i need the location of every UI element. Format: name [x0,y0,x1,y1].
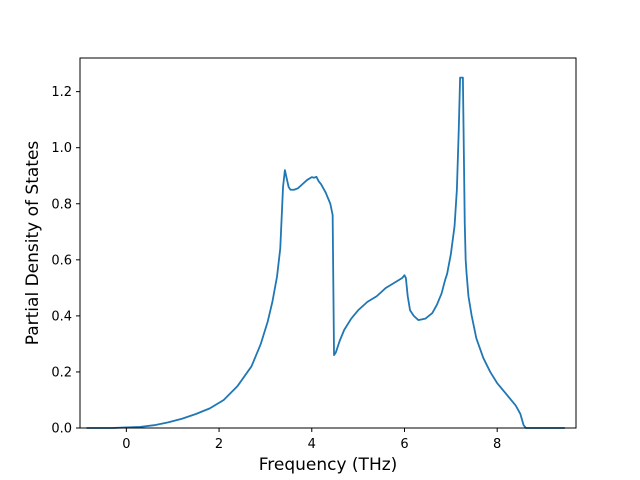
y-axis-label: Partial Density of States [23,141,43,346]
x-tick-label: 4 [308,437,316,452]
x-tick-label: 2 [215,437,223,452]
y-tick-label: 1.2 [51,85,72,100]
y-tick-label: 0.4 [51,309,72,324]
y-axis-ticks: 0.0 0.2 0.4 0.6 0.8 1.0 1.2 [51,85,80,437]
y-tick-label: 1.0 [51,141,72,156]
y-tick-label: 0.2 [51,365,72,380]
axes-frame [79,57,577,429]
y-tick-label: 0.6 [51,253,72,268]
series-layer [86,76,566,429]
y-tick-label: 0.0 [51,422,72,437]
series-line-0 [86,76,566,429]
x-tick-label: 8 [493,437,501,452]
x-tick-label: 6 [400,437,408,452]
x-axis-ticks: 0 2 4 6 8 [122,428,501,452]
y-tick-label: 0.8 [51,197,72,212]
x-axis-label: Frequency (THz) [259,455,398,475]
plot-area [79,57,577,429]
x-tick-label: 0 [122,437,130,452]
